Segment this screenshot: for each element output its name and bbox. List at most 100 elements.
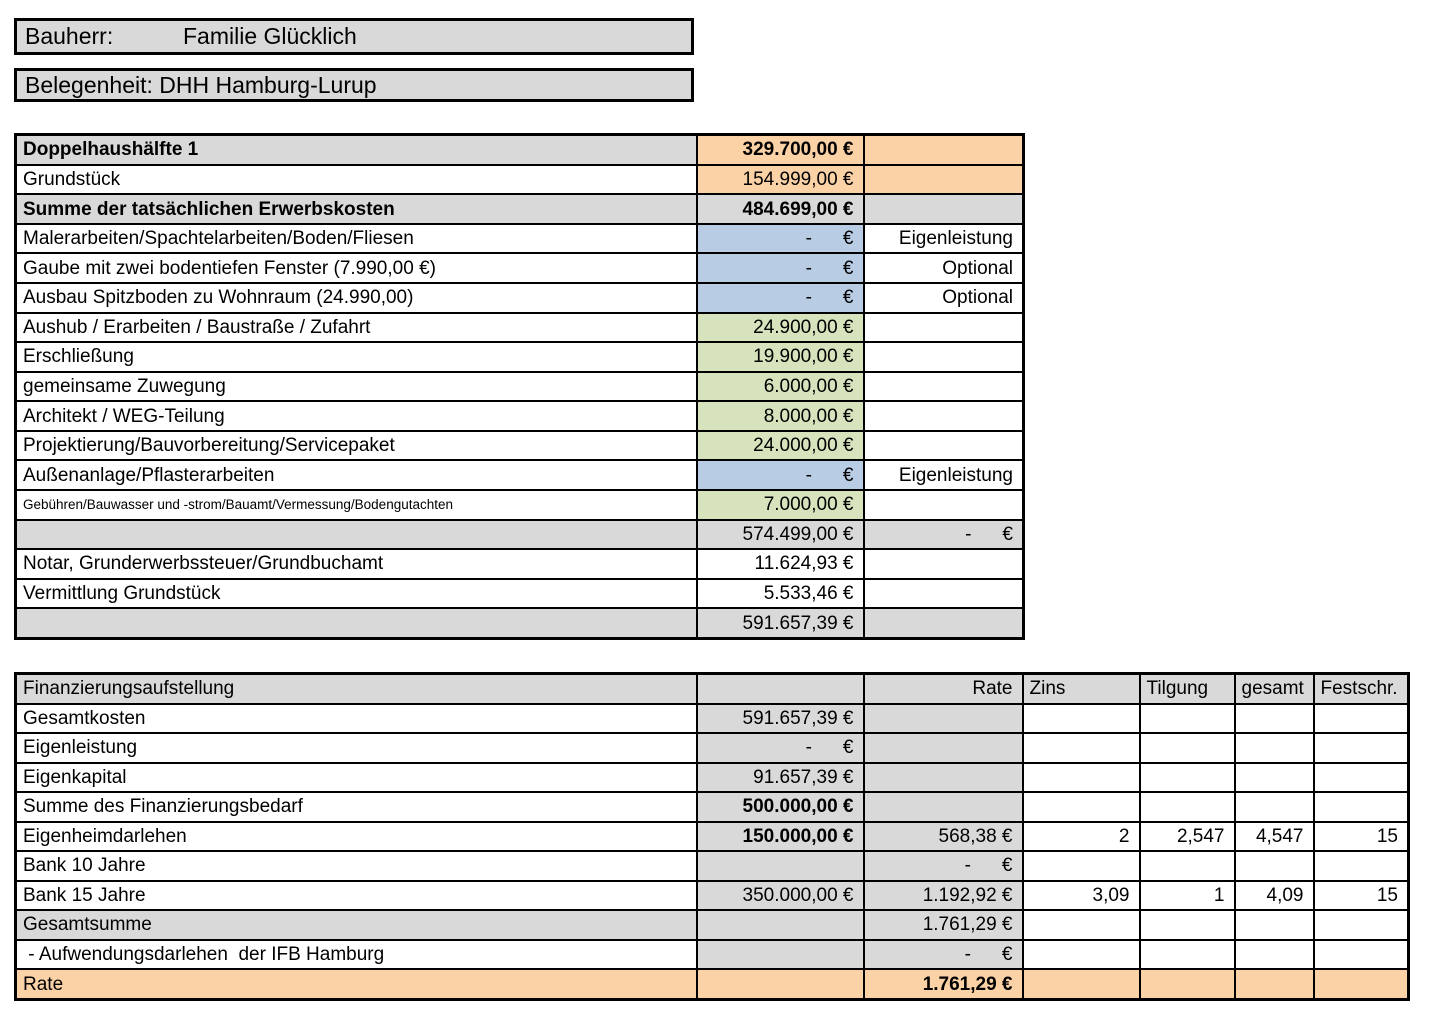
label-cell: gemeinsame Zuwegung [14,370,698,403]
label-cell: Eigenkapital [14,761,698,794]
gesamt-cell [1233,702,1315,735]
bauherr-value: Familie Glücklich [183,23,357,49]
tilgung-cell [1138,909,1236,941]
accounting-dash: - [805,287,812,309]
table-row: Bank 15 Jahre 350.000,00 €1.192,92 €3,09 1… [14,879,1410,912]
amount-cell: 500.000,00 € [695,791,865,823]
amount-cell [695,938,865,971]
amount-cell: 350.000,00 € [695,879,865,912]
table-row: Notar, Grunderwerbssteuer/Grundbuchamt 11… [14,548,1025,580]
amount-cell: 6.000,00 € [695,370,865,403]
label-cell: Architekt / WEG-Teilung [14,400,698,432]
zins-cell: 3,09 [1021,879,1141,912]
table-row: Gesamtsumme 1.761,29 € [14,909,1410,941]
gesamt-cell [1233,732,1315,764]
festschr-cell [1312,702,1410,735]
label-cell: Vermittlung Grundstück [14,577,698,610]
festschr-cell [1312,732,1410,764]
financing-table-container: Finanzierungsaufstellung Rate Zins Tilgung g… [14,672,1410,1001]
accounting-dash: - [805,228,812,250]
tilgung-cell [1138,968,1236,1001]
amount-cell: 91.657,39 € [695,761,865,794]
column-header: Festschr. [1312,672,1410,705]
zins-cell [1021,761,1141,794]
gesamt-cell: 4,09 [1233,879,1315,912]
header-row: Finanzierungsaufstellung Rate Zins Tilgung g… [14,672,1410,705]
table-row: Erschließung 19.900,00 € [14,341,1025,373]
label-cell: Eigenheimdarlehen [14,820,698,853]
amount-cell: - € [695,459,865,491]
gesamt-cell [1233,909,1315,941]
zins-cell [1021,850,1141,882]
festschr-cell [1312,850,1410,882]
accounting-euro: € [842,737,854,759]
festschr-cell [1312,968,1410,1001]
label-cell: Bank 10 Jahre [14,850,698,882]
label-cell: Grundstück [14,163,698,196]
bauherr-label: Bauherr: [25,23,114,49]
zins-cell: 2 [1021,820,1141,853]
accounting-euro: € [1001,943,1013,965]
column-header: Zins [1021,672,1141,705]
rate-cell [862,702,1024,735]
label-cell: Ausbau Spitzboden zu Wohnraum (24.990,00… [14,282,698,314]
label-cell: - Aufwendungsdarlehen der IFB Hamburg [14,938,698,971]
table-row: - Aufwendungsdarlehen der IFB Hamburg - € [14,938,1410,971]
amount-cell: 5.533,46 € [695,577,865,610]
accounting-euro: € [842,257,854,279]
table-row: Eigenleistung - € [14,732,1410,764]
festschr-cell [1312,761,1410,794]
accounting-dash: - [805,257,812,279]
label-cell: Gesamtsumme [14,909,698,941]
note-cell [862,193,1025,225]
amount-cell: 7.000,00 € [695,488,865,521]
tilgung-cell: 1 [1138,879,1236,912]
festschr-cell [1312,938,1410,971]
zins-cell [1021,909,1141,941]
table-row: Doppelhaushälfte 1 329.700,00 € [14,133,1025,166]
amount-cell [695,968,865,1001]
amount-cell: 574.499,00 € [695,518,865,551]
gesamt-cell [1233,761,1315,794]
table-row: Ausbau Spitzboden zu Wohnraum (24.990,00… [14,282,1025,314]
label-cell: Doppelhaushälfte 1 [14,133,698,166]
note-cell: Optional [862,282,1025,314]
table-row: Grundstück 154.999,00 € [14,163,1025,196]
note-cell [862,548,1025,580]
label-cell: Erschließung [14,341,698,373]
table-row: Aushub / Erarbeiten / Baustraße / Zufahr… [14,311,1025,344]
label-cell: Bank 15 Jahre [14,879,698,912]
accounting-euro: € [842,228,854,250]
amount-cell: - € [695,222,865,255]
label-cell: Außenanlage/Pflasterarbeiten [14,459,698,491]
tilgung-cell [1138,761,1236,794]
amount-cell: 11.624,93 € [695,548,865,580]
note-cell [862,400,1025,432]
amount-cell [695,850,865,882]
accounting-dash: - [805,737,812,759]
table-row: 574.499,00 € - € [14,518,1025,551]
rate-cell [862,791,1024,823]
zins-cell [1021,791,1141,823]
festschr-cell: 15 [1312,820,1410,853]
accounting-euro: € [1002,523,1013,545]
accounting-dash: - [964,855,971,877]
label-cell: Eigenleistung [14,732,698,764]
amount-cell: - € [695,732,865,764]
cost-table: Doppelhaushälfte 1 329.700,00 € Grundstück… [14,133,1025,640]
amount-cell: 591.657,39 € [695,607,865,640]
label-cell: Summe der tatsächlichen Erwerbskosten [14,193,698,225]
rate-cell: 1.192,92 € [862,879,1024,912]
table-row: Gaube mit zwei bodentiefen Fenster (7.99… [14,252,1025,285]
table-row: Außenanlage/Pflasterarbeiten - € Eigenleist… [14,459,1025,491]
table-row: Bank 10 Jahre - € [14,850,1410,882]
note-cell [862,311,1025,344]
accounting-dash: - [805,464,812,486]
amount-cell: 24.900,00 € [695,311,865,344]
note-cell [862,133,1025,166]
column-header: Finanzierungsaufstellung [14,672,698,705]
amount-cell: 24.000,00 € [695,429,865,462]
amount-cell: 19.900,00 € [695,341,865,373]
amount-cell: - € [695,282,865,314]
amount-cell [695,909,865,941]
